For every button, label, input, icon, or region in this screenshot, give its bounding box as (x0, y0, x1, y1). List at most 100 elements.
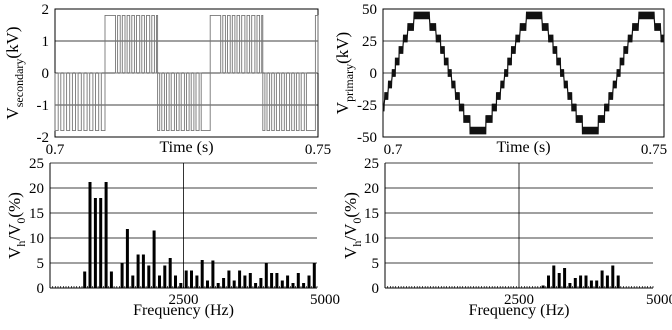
y-tick-label: 15 (364, 206, 379, 222)
svg-text:Vh/V0(%): Vh/V0(%) (341, 192, 364, 259)
y-tick-label: 15 (29, 206, 44, 222)
y-axis-label: Vsecondary(kV) (3, 26, 26, 119)
bar (93, 198, 97, 288)
bar (270, 273, 274, 288)
bar (141, 254, 145, 288)
x-axis-label: Time (s) (496, 139, 550, 156)
bar (611, 265, 615, 288)
svg-text:Vh/V0(%): Vh/V0(%) (5, 192, 28, 259)
y-tick-label: 5 (372, 256, 380, 272)
y-tick-label: 20 (29, 181, 44, 197)
y-axis-label: Vprimary(kV) (333, 32, 356, 114)
bar (552, 265, 556, 288)
bar (200, 260, 204, 288)
bar (286, 275, 290, 288)
chart-v-primary: 50 25 0 -25 -50 0.7 0.75 Time (s) Vprimary(kV) (333, 2, 667, 158)
x-tick-label: 2500 (504, 292, 534, 308)
bar (541, 285, 545, 288)
chart-harmonics-primary: 25 20 15 10 5 0 2500 5000 Frequency (Hz) Vh/V0(%) (341, 156, 672, 319)
y-tick-label: 2 (42, 2, 50, 18)
y-tick-label: -1 (37, 98, 50, 114)
bar (296, 273, 300, 288)
bar (557, 273, 561, 288)
bar (152, 230, 156, 288)
y-tick-label: 25 (29, 156, 44, 172)
x-axis-label: Frequency (Hz) (469, 302, 570, 319)
bar (211, 260, 215, 288)
x-tick-label: 0.75 (305, 142, 331, 158)
bar (589, 280, 593, 288)
bar (109, 271, 113, 288)
x-axis-label: Frequency (Hz) (133, 302, 234, 319)
y-tick-label: 0 (372, 281, 380, 297)
bar (584, 275, 588, 288)
x-tick-label: 5000 (310, 292, 340, 308)
bar (254, 283, 258, 288)
series-line (382, 11, 665, 135)
bar (222, 278, 226, 288)
bar (104, 182, 108, 288)
bar (131, 275, 135, 288)
y-tick-label: 25 (364, 156, 379, 172)
bar (579, 275, 583, 288)
bar (190, 270, 193, 288)
bar (616, 275, 620, 288)
bar (259, 278, 263, 288)
bar (307, 275, 311, 288)
y-tick-label: 1 (42, 34, 50, 50)
bar (120, 263, 124, 288)
bar (184, 270, 188, 288)
bar (99, 198, 103, 288)
bar (248, 273, 252, 288)
bar (573, 278, 577, 288)
bar (136, 254, 140, 288)
bar (275, 273, 279, 288)
y-tick-label: 25 (362, 34, 377, 50)
x-tick-label: 0.75 (641, 142, 667, 158)
y-tick-label: 10 (29, 231, 44, 247)
bar (264, 263, 268, 288)
y-tick-label: 0 (37, 281, 45, 297)
bar (216, 283, 220, 288)
bar (163, 265, 167, 288)
bar (232, 280, 236, 288)
y-tick-label: 50 (362, 2, 377, 18)
y-axis-label: Vh/V0(%) (341, 192, 364, 259)
bar (600, 270, 604, 288)
x-tick-label: 0.7 (46, 142, 65, 158)
chart-harmonics-secondary: 25 20 15 10 5 0 2500 5000 Frequency (Hz) Vh/V0(%) (5, 156, 340, 319)
bar (291, 283, 295, 288)
bar (147, 265, 151, 288)
x-tick-label: 0.7 (384, 142, 403, 158)
bar (243, 275, 247, 288)
bar (227, 270, 231, 288)
y-axis-label: Vh/V0(%) (5, 192, 28, 259)
x-axis-label: Time (s) (159, 139, 213, 156)
bar (595, 280, 599, 288)
y-tick-label: 10 (364, 231, 379, 247)
bar (547, 275, 550, 288)
svg-text:Vprimary(kV): Vprimary(kV) (333, 32, 356, 114)
bar (125, 229, 129, 288)
bar (88, 182, 92, 288)
bar (312, 263, 316, 288)
bar (158, 275, 161, 288)
bar (568, 283, 572, 288)
y-tick-label: 0 (370, 66, 378, 82)
x-tick-label: 5000 (646, 292, 672, 308)
y-tick-label: 5 (37, 256, 45, 272)
bar (83, 271, 87, 288)
y-tick-label: -25 (357, 98, 377, 114)
svg-text:Vsecondary(kV): Vsecondary(kV) (3, 26, 26, 119)
bar (563, 268, 567, 288)
y-tick-label: -50 (357, 130, 377, 146)
y-tick-label: -2 (37, 130, 50, 146)
bar (179, 283, 183, 288)
chart-v-secondary: 2 1 0 -1 -20.7 0.75 Time (s) Vsecondary(kV) (3, 2, 331, 158)
bar (605, 275, 609, 288)
y-tick-label: 20 (364, 181, 379, 197)
bar (168, 258, 172, 288)
x-tick-label: 2500 (169, 292, 199, 308)
y-tick-label: 0 (42, 66, 50, 82)
